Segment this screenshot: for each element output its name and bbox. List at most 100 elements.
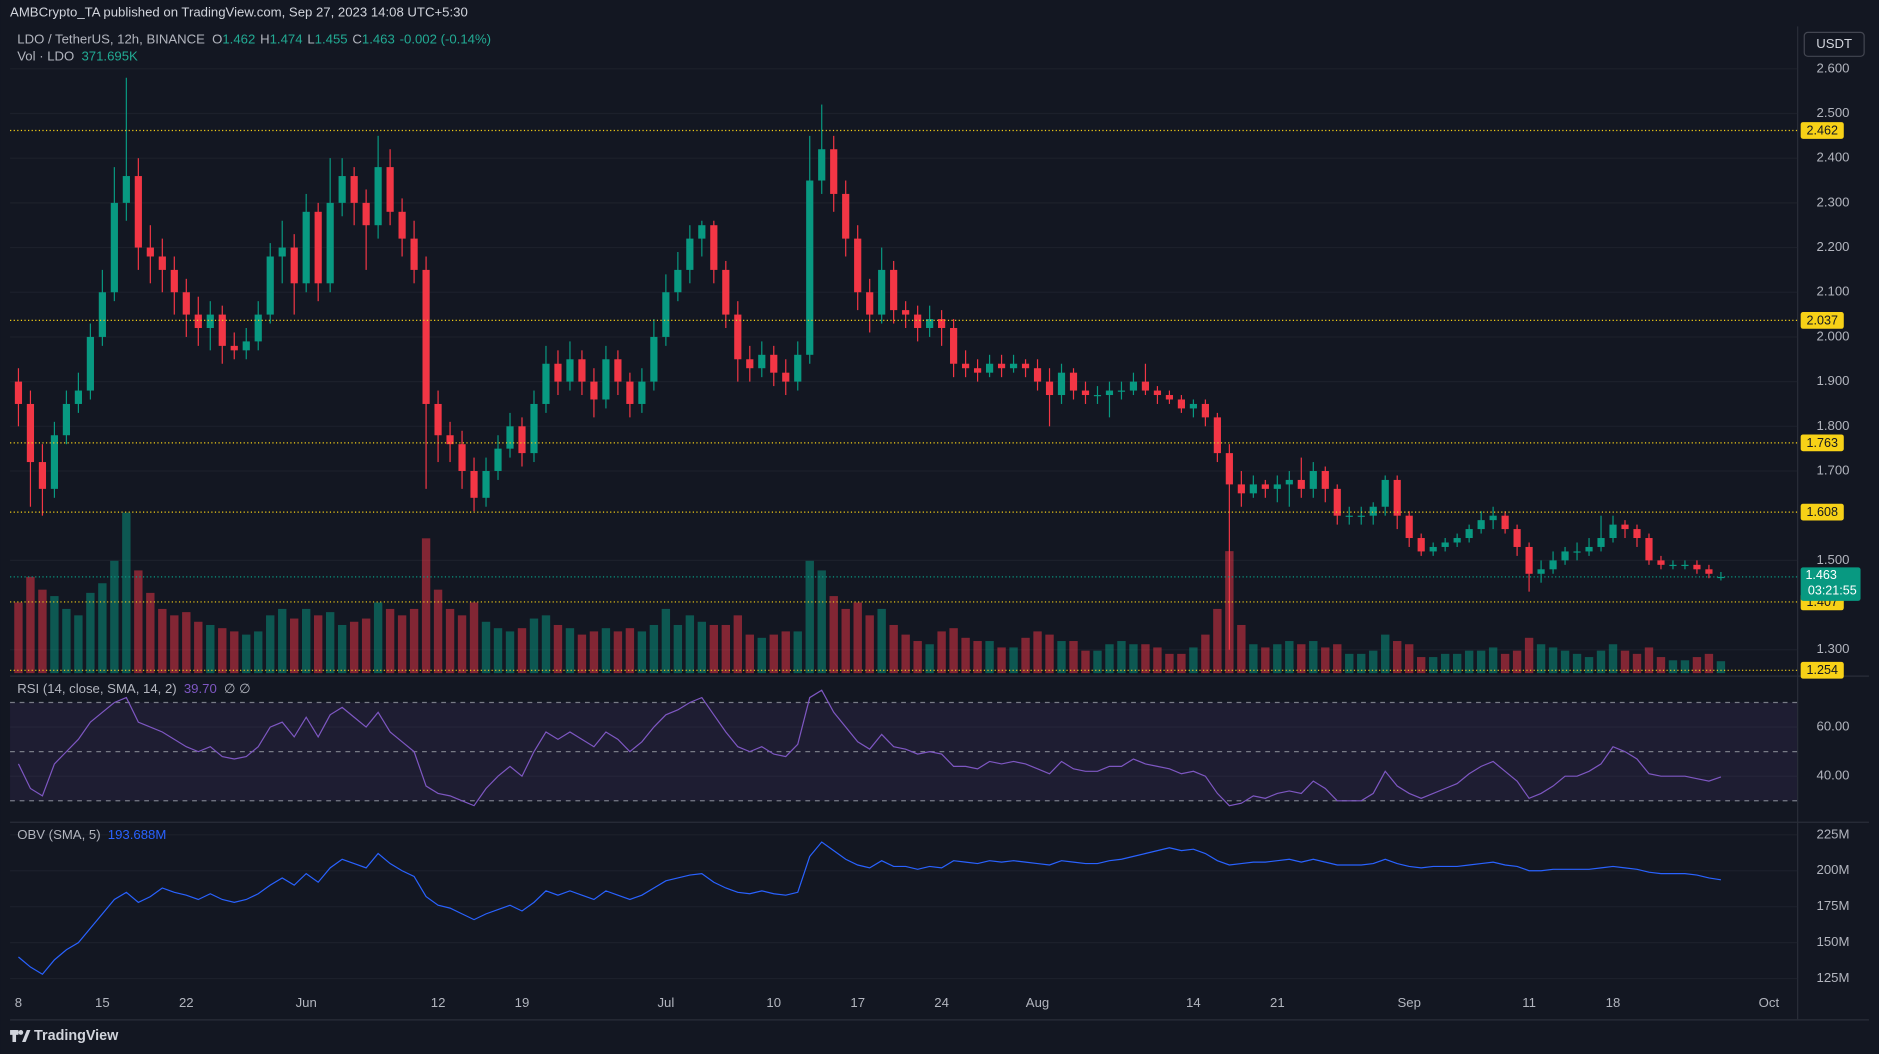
candle-body bbox=[506, 426, 514, 449]
volume-bar bbox=[1009, 647, 1018, 674]
volume-bar bbox=[26, 576, 35, 674]
candle-body bbox=[350, 176, 358, 203]
volume-bar bbox=[146, 592, 155, 674]
candle-body bbox=[1333, 488, 1341, 516]
level-label-box bbox=[1800, 312, 1844, 329]
candle-body bbox=[1597, 538, 1605, 547]
volume-bar bbox=[337, 624, 347, 674]
candle-body bbox=[182, 292, 190, 315]
volume-bar bbox=[373, 602, 383, 674]
candle-body bbox=[530, 403, 538, 454]
y-tick-label: 2.300 bbox=[1817, 194, 1850, 209]
volume-bar bbox=[194, 621, 203, 674]
volume-bar bbox=[733, 615, 742, 674]
x-tick-label: 21 bbox=[1270, 995, 1285, 1010]
volume-bar bbox=[793, 631, 802, 674]
legend-key: O bbox=[212, 32, 222, 47]
x-tick-label: Jun bbox=[296, 995, 317, 1010]
candle-body bbox=[1213, 417, 1221, 454]
volume-bar bbox=[1129, 644, 1138, 674]
volume-bar bbox=[1309, 641, 1318, 674]
volume-bar bbox=[613, 631, 623, 674]
candle-body bbox=[218, 314, 226, 346]
candle-body bbox=[650, 336, 658, 382]
candle-body bbox=[914, 314, 922, 328]
volume-bar bbox=[301, 608, 311, 674]
x-tick-label: Aug bbox=[1026, 995, 1049, 1010]
volume-bar bbox=[817, 570, 826, 674]
volume-bar bbox=[1524, 637, 1534, 674]
y-tick-label: 2.000 bbox=[1817, 328, 1850, 343]
candle-body bbox=[818, 149, 826, 181]
candle-body bbox=[1249, 484, 1257, 494]
volume-bar bbox=[1249, 644, 1258, 674]
candle-body bbox=[1285, 479, 1293, 485]
candle-body bbox=[326, 202, 334, 284]
candle-body bbox=[602, 359, 610, 400]
volume-bar bbox=[74, 615, 83, 674]
level-label: 2.037 bbox=[1807, 313, 1838, 327]
volume-bar bbox=[697, 621, 707, 674]
candle-body bbox=[926, 319, 934, 328]
x-tick-label: 8 bbox=[15, 995, 22, 1010]
volume-bar bbox=[577, 634, 587, 674]
candle-body bbox=[374, 167, 382, 226]
candle-body bbox=[1105, 390, 1114, 396]
x-tick-label: 18 bbox=[1606, 995, 1621, 1010]
candle-body bbox=[482, 470, 490, 498]
volume-bar bbox=[433, 589, 443, 674]
volume-bar bbox=[505, 631, 515, 674]
x-tick-label: 10 bbox=[766, 995, 781, 1010]
candle-body bbox=[254, 314, 262, 342]
volume-bar bbox=[409, 608, 419, 674]
volume-bar bbox=[985, 641, 994, 674]
x-tick-label: 22 bbox=[179, 995, 194, 1010]
pane-value: 193.688M bbox=[108, 827, 167, 842]
volume-bar bbox=[218, 628, 227, 674]
volume-bar bbox=[1536, 644, 1546, 674]
candle-body bbox=[194, 314, 202, 328]
candle-body bbox=[206, 314, 214, 328]
volume-bar bbox=[361, 618, 371, 674]
candle-body bbox=[338, 176, 346, 203]
volume-bar bbox=[901, 634, 910, 674]
y-tick-label: 60.00 bbox=[1817, 719, 1850, 734]
y-tick-label: 200M bbox=[1817, 862, 1850, 877]
candle-body bbox=[710, 225, 718, 270]
candle-body bbox=[1165, 395, 1174, 400]
brand[interactable]: TradingView bbox=[34, 1028, 119, 1044]
volume-bar bbox=[14, 602, 23, 674]
candle-body bbox=[62, 403, 70, 436]
currency[interactable]: USDT bbox=[1816, 36, 1852, 51]
pane-flags: ∅ ∅ bbox=[224, 681, 251, 696]
volume-bar bbox=[1656, 657, 1666, 674]
x-tick-label: 14 bbox=[1186, 995, 1201, 1010]
volume-bar bbox=[973, 641, 982, 674]
candle-body bbox=[830, 149, 838, 194]
volume-bar bbox=[925, 644, 934, 674]
pane-title: OBV (SMA, 5) bbox=[17, 827, 100, 842]
candle-body bbox=[626, 381, 634, 404]
candle-body bbox=[878, 269, 886, 315]
candle-body bbox=[98, 292, 106, 337]
volume-bar bbox=[1045, 634, 1054, 674]
volume-bar bbox=[1081, 650, 1090, 674]
y-tick-label: 1.300 bbox=[1817, 641, 1850, 656]
volume-bar bbox=[1393, 641, 1402, 674]
volume-title: Vol · LDO bbox=[17, 49, 74, 64]
candle-body bbox=[38, 462, 47, 489]
candle-body bbox=[1645, 538, 1653, 561]
volume-bar bbox=[1237, 624, 1246, 674]
volume-bar bbox=[757, 637, 766, 674]
volume-bar bbox=[1500, 653, 1510, 674]
level-label: 2.462 bbox=[1807, 123, 1838, 137]
volume-bar bbox=[1117, 641, 1126, 674]
volume-bar bbox=[457, 615, 467, 674]
currency-box[interactable] bbox=[1803, 31, 1865, 57]
volume-bar bbox=[1381, 634, 1390, 674]
volume-bar bbox=[1141, 644, 1150, 674]
y-tick-label: 2.500 bbox=[1817, 105, 1850, 120]
volume-bar bbox=[385, 608, 395, 674]
